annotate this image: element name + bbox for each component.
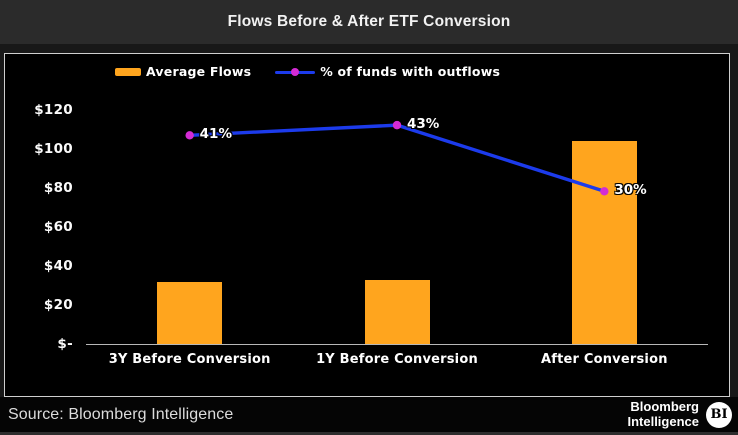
line-series-swatch-icon — [275, 67, 316, 77]
y-axis-tick-label: $40 — [43, 258, 73, 274]
outflows-line-plot — [185, 120, 609, 196]
y-axis-tick-label: $120 — [34, 102, 73, 118]
brand-line-2: Intelligence — [627, 413, 699, 429]
outflows-data-point — [392, 120, 402, 130]
x-axis-category-label: After Conversion — [540, 352, 668, 367]
legend-label-pct-outflows: % of funds with outflows — [320, 64, 501, 79]
chart-panel: Average Flows % of funds with outflows $… — [4, 53, 730, 397]
bar-series-swatch-icon — [115, 67, 141, 76]
bar-average-flows — [571, 141, 637, 344]
bar-average-flows — [157, 281, 223, 344]
legend-item-average-flows: Average Flows — [115, 64, 251, 79]
legend-label-average-flows: Average Flows — [146, 64, 252, 79]
outflows-line — [187, 123, 607, 194]
y-axis-tick-label: $20 — [43, 297, 73, 313]
y-axis-tick-label: $- — [57, 336, 73, 352]
bar-average-flows — [364, 279, 430, 344]
x-axis-category-label: 3Y Before Conversion — [108, 352, 271, 367]
plot-area: $120 $100 $80 $60 $40 $20 $- 3Y Before Conversi… — [5, 54, 729, 396]
outflows-point-label: 41% — [199, 126, 232, 143]
outflows-data-point — [600, 187, 609, 196]
chart-title: Flows Before & After ETF Conversion — [227, 13, 511, 30]
chart-legend: Average Flows % of funds with outflows — [115, 64, 500, 79]
outflows-point-label: 43% — [407, 116, 440, 133]
y-axis-tick-label: $100 — [34, 141, 73, 157]
bloomberg-intelligence-logo: Bloomberg Intelligence BI — [627, 398, 732, 429]
y-axis-tick-label: $60 — [43, 219, 73, 235]
outflows-point-label: 30% — [614, 182, 647, 199]
x-axis-category-label: 1Y Before Conversion — [316, 352, 478, 367]
outflows-data-point — [185, 131, 194, 140]
chart-title-bar: Flows Before & After ETF Conversion — [0, 0, 738, 44]
x-axis-line — [86, 344, 708, 345]
bi-badge-icon: BI — [706, 401, 732, 428]
brand-line-1: Bloomberg — [630, 398, 699, 414]
legend-item-pct-outflows: % of funds with outflows — [275, 64, 500, 79]
source-attribution: Source: Bloomberg Intelligence — [8, 405, 234, 423]
y-axis-tick-label: $80 — [43, 180, 73, 196]
footer-bar: Source: Bloomberg Intelligence Bloomberg… — [0, 397, 738, 435]
brand-wordmark: Bloomberg Intelligence — [627, 398, 699, 429]
